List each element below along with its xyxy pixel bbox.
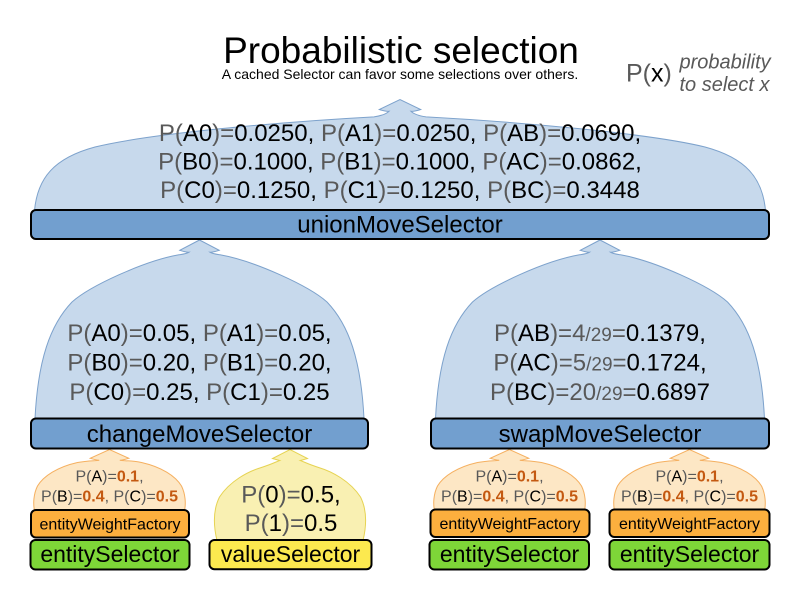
svg-text:P(A0)=0.0250, P(A1)=0.0250, P(: P(A0)=0.0250, P(A1)=0.0250, P(AB)=0.0690… [159,120,641,147]
svg-text:P(C0)=0.1250, P(C1)=0.1250, P(: P(C0)=0.1250, P(C1)=0.1250, P(BC)=0.3448 [160,177,640,204]
svg-text:P(A)=0.1,: P(A)=0.1, [75,469,143,486]
svg-text:P(B0)=0.20, P(B1)=0.20,: P(B0)=0.20, P(B1)=0.20, [67,350,331,377]
svg-text:P(C0)=0.25, P(C1)=0.25: P(C0)=0.25, P(C1)=0.25 [69,379,329,406]
svg-text:P(x): P(x) [626,60,672,88]
svg-text:entitySelector: entitySelector [440,541,580,567]
svg-text:P(AB)=4/29=0.1379,: P(AB)=4/29=0.1379, [494,320,706,347]
svg-text:entitySelector: entitySelector [40,541,180,567]
svg-text:entityWeightFactory: entityWeightFactory [39,517,180,534]
svg-text:Probabilistic selection: Probabilistic selection [223,30,579,71]
svg-text:P(A)=0.1,: P(A)=0.1, [655,469,723,486]
svg-text:P(B)=0.4, P(C)=0.5: P(B)=0.4, P(C)=0.5 [441,489,578,506]
svg-text:changeMoveSelector: changeMoveSelector [87,421,312,448]
svg-text:P(B)=0.4, P(C)=0.5: P(B)=0.4, P(C)=0.5 [621,489,758,506]
svg-text:P(A)=0.1,: P(A)=0.1, [475,469,543,486]
svg-text:P(BC)=20/29=0.6897: P(BC)=20/29=0.6897 [490,379,710,406]
svg-text:P(B0)=0.1000, P(B1)=0.1000, P(: P(B0)=0.1000, P(B1)=0.1000, P(AC)=0.0862… [158,149,642,176]
svg-text:P(0)=0.5,: P(0)=0.5, [241,481,340,508]
svg-text:P(B)=0.4, P(C)=0.5: P(B)=0.4, P(C)=0.5 [41,489,178,506]
svg-text:entityWeightFactory: entityWeightFactory [439,516,580,533]
svg-text:P(A0)=0.05, P(A1)=0.05,: P(A0)=0.05, P(A1)=0.05, [67,320,331,347]
svg-text:entityWeightFactory: entityWeightFactory [619,516,760,533]
svg-text:swapMoveSelector: swapMoveSelector [499,421,702,448]
svg-text:probability: probability [679,52,772,74]
svg-text:unionMoveSelector: unionMoveSelector [297,212,502,239]
svg-text:to select x: to select x [680,74,771,96]
svg-text:valueSelector: valueSelector [221,541,361,567]
svg-text:P(AC)=5/29=0.1724,: P(AC)=5/29=0.1724, [493,350,706,377]
svg-text:entitySelector: entitySelector [620,541,760,567]
svg-text:P(1)=0.5: P(1)=0.5 [245,510,338,537]
svg-text:A cached Selector can favor so: A cached Selector can favor some selecti… [222,66,578,82]
